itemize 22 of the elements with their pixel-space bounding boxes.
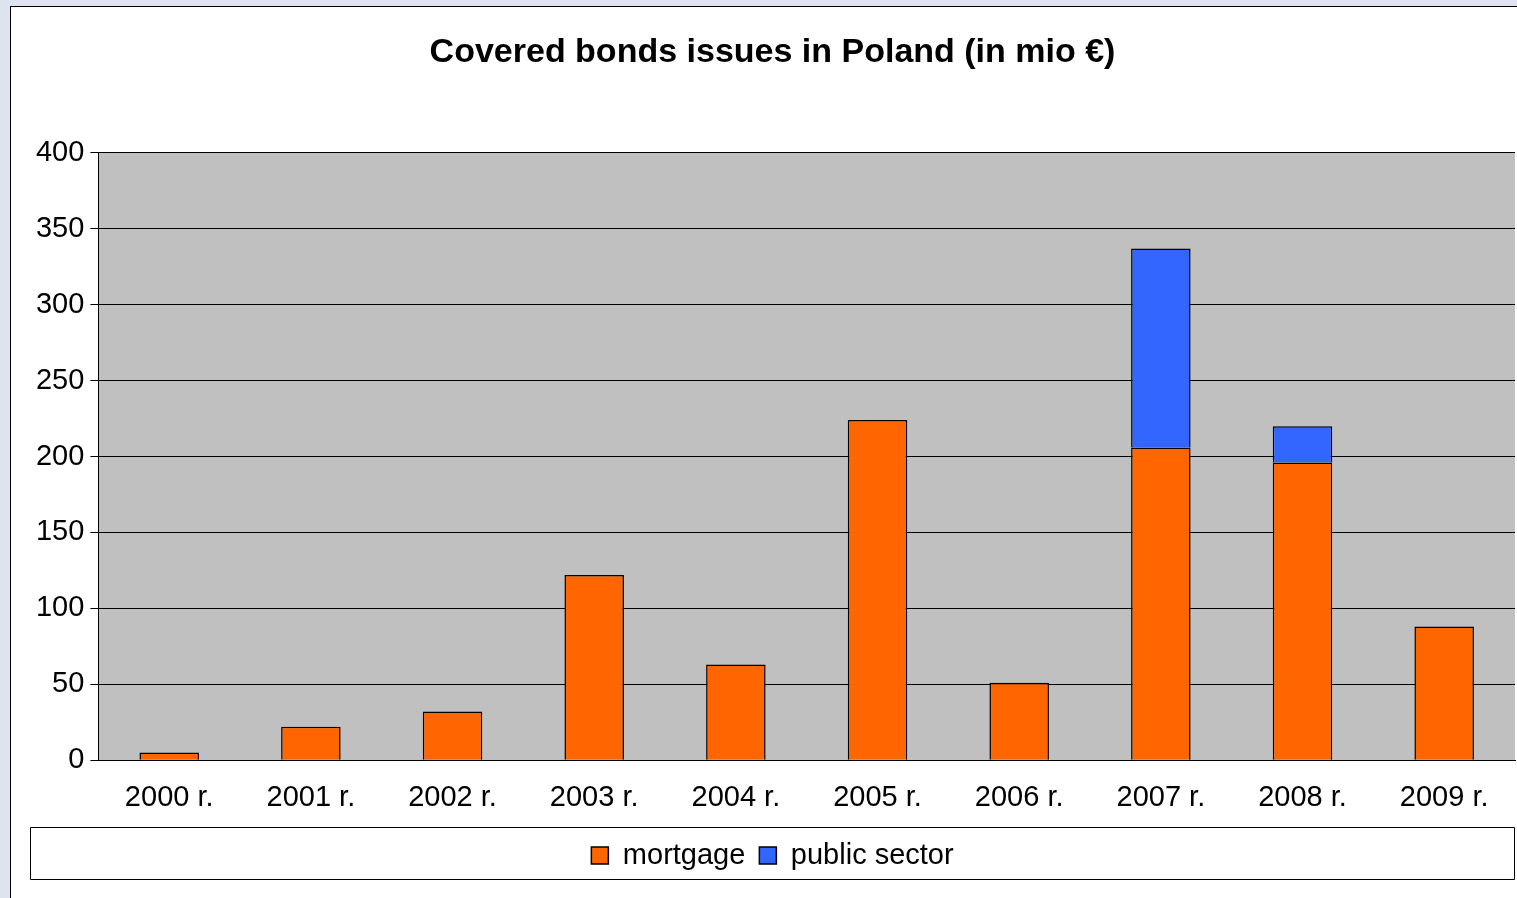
y-tick-label: 150 <box>35 514 85 547</box>
y-tick-label: 200 <box>35 438 85 471</box>
x-tick-label: 2000 r. <box>124 779 214 812</box>
x-tick-label: 2008 r. <box>1258 779 1347 812</box>
x-tick-label: 2003 r. <box>549 779 639 812</box>
x-tick-label: 2009 r. <box>1399 779 1489 812</box>
x-tick-label: 2007 r. <box>1116 779 1206 812</box>
y-tick-label: 100 <box>35 590 85 623</box>
y-tick-label: 400 <box>35 134 85 167</box>
y-tick-label: 350 <box>35 210 85 243</box>
y-tick-label: 50 <box>52 666 85 699</box>
chart-title: Covered bonds issues in Poland (in mio €) <box>429 30 1116 69</box>
legend-label: mortgage <box>622 837 746 870</box>
x-tick-label: 2006 r. <box>974 779 1064 812</box>
x-tick-label: 2005 r. <box>833 779 922 812</box>
y-tick-label: 300 <box>35 286 85 319</box>
x-tick-label: 2001 r. <box>266 779 356 812</box>
x-tick-label: 2002 r. <box>408 779 497 812</box>
y-tick-label: 0 <box>68 742 85 775</box>
x-tick-label: 2004 r. <box>691 779 781 812</box>
legend-label: public sector <box>790 837 954 870</box>
y-tick-label: 250 <box>35 362 85 395</box>
